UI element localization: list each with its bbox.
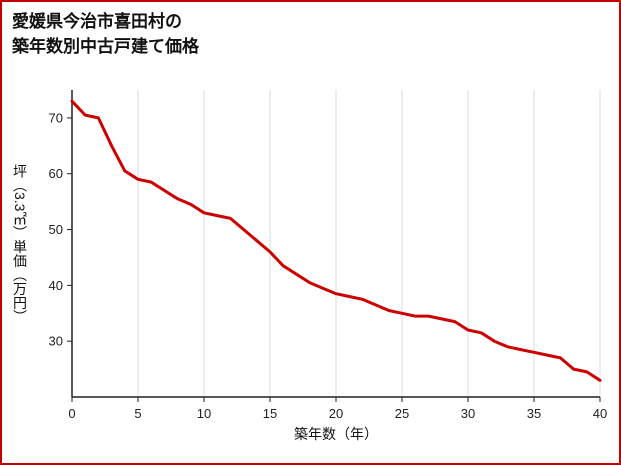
chart-title-line2: 築年数別中古戸建て価格 xyxy=(12,36,199,56)
x-tick-label: 35 xyxy=(527,406,541,421)
chart-title: 愛媛県今治市喜田村の 築年数別中古戸建て価格 xyxy=(12,10,199,59)
y-tick-label: 50 xyxy=(49,222,63,237)
x-tick-label: 40 xyxy=(593,406,607,421)
chart-title-line1: 愛媛県今治市喜田村の xyxy=(12,12,182,31)
y-axis-title: 坪（3.3㎡）単価（万円） xyxy=(12,163,28,324)
x-tick-label: 30 xyxy=(461,406,475,421)
x-tick-label: 0 xyxy=(68,406,75,421)
y-tick-label: 70 xyxy=(49,110,63,125)
y-tick-label: 60 xyxy=(49,166,63,181)
x-tick-label: 10 xyxy=(197,406,211,421)
price-line-chart: 0 5 10 15 20 25 30 35 40 30 40 50 60 70 xyxy=(49,90,607,421)
price-line xyxy=(70,99,602,382)
x-tick-label: 20 xyxy=(329,406,343,421)
x-tick-label: 5 xyxy=(134,406,141,421)
x-tick-label: 25 xyxy=(395,406,409,421)
x-axis-title: 築年数（年） xyxy=(294,426,378,442)
y-tick-label: 40 xyxy=(49,278,63,293)
y-tick-label: 30 xyxy=(49,334,63,349)
x-tick-label: 15 xyxy=(263,406,277,421)
